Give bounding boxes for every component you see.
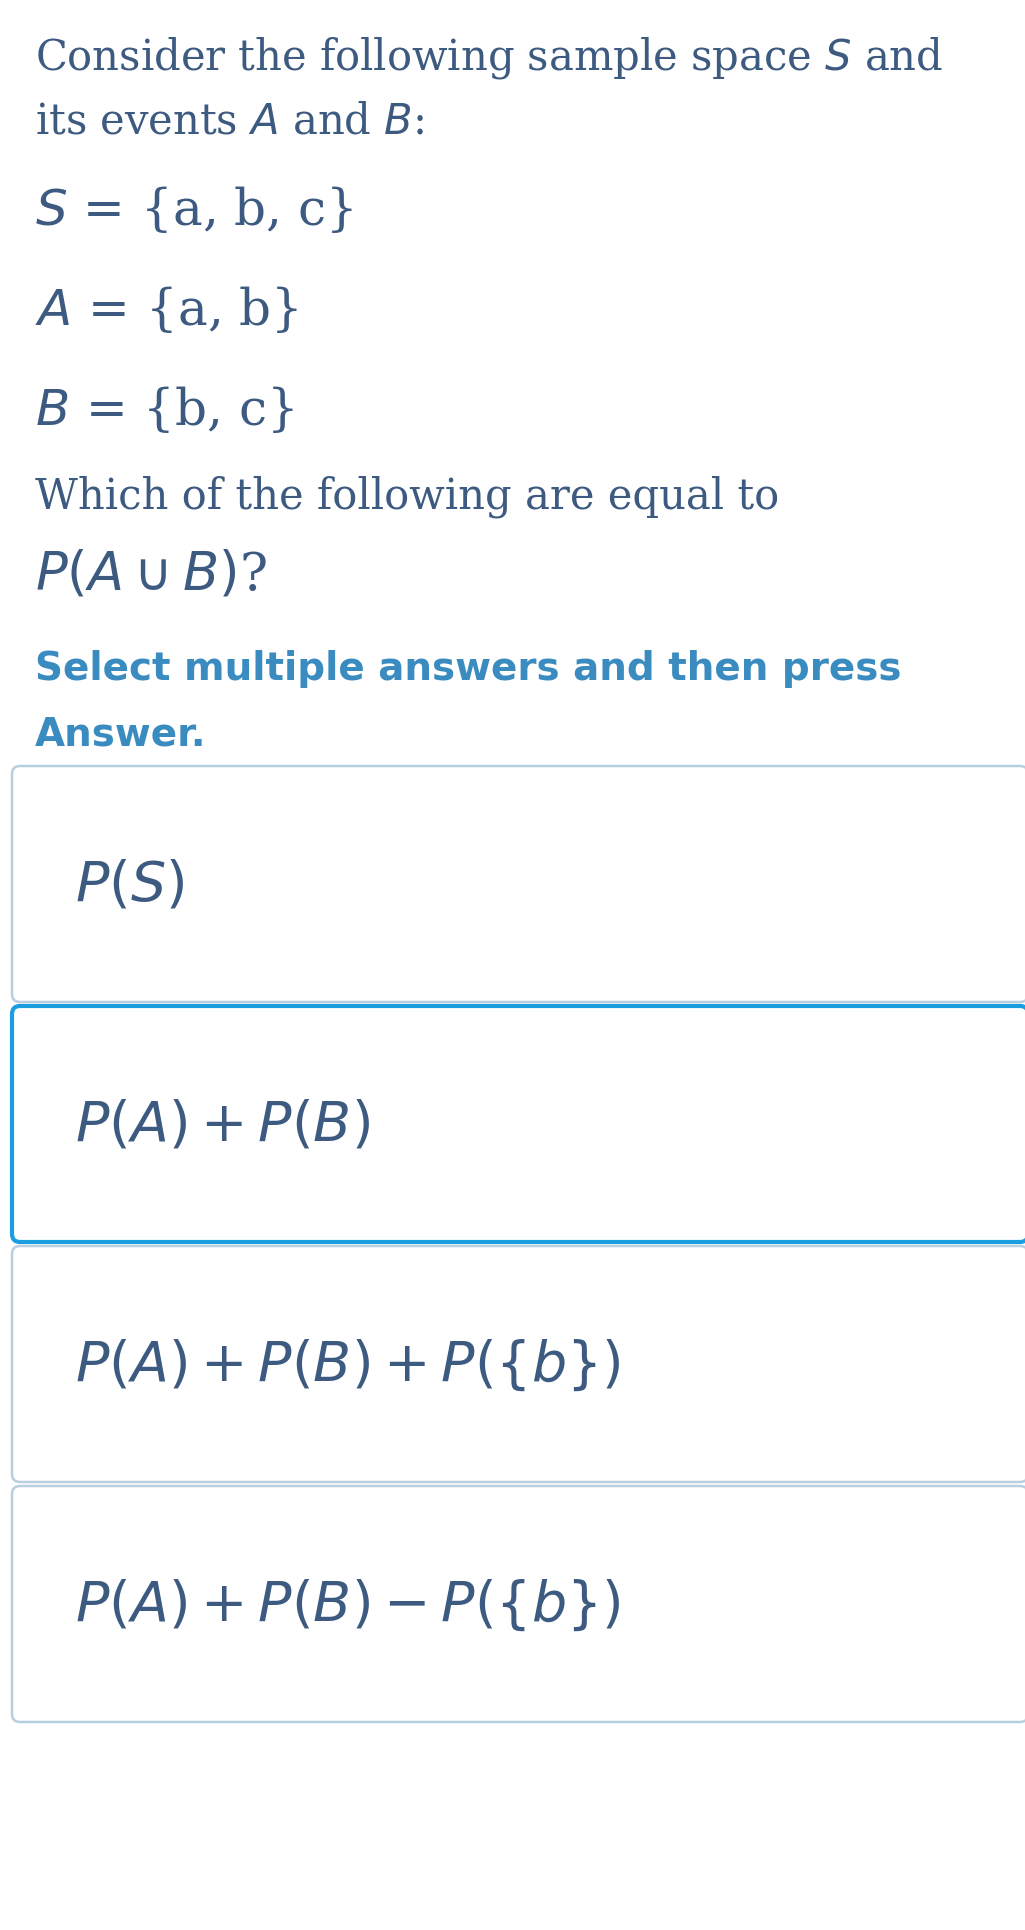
Text: $P(A) + P(B)$: $P(A) + P(B)$ xyxy=(75,1096,370,1152)
Text: its events $\mathit{A}$ and $\mathit{B}$:: its events $\mathit{A}$ and $\mathit{B}$… xyxy=(35,100,424,143)
Text: Which of the following are equal to: Which of the following are equal to xyxy=(35,475,779,517)
Text: $P(S)$: $P(S)$ xyxy=(75,857,184,911)
Text: Select multiple answers and then press: Select multiple answers and then press xyxy=(35,650,902,687)
Text: $P(A \cup B)$?: $P(A \cup B)$? xyxy=(35,550,268,600)
Text: Answer.: Answer. xyxy=(35,714,207,753)
FancyBboxPatch shape xyxy=(12,1247,1025,1482)
Text: $\mathit{B}$ = {b, c}: $\mathit{B}$ = {b, c} xyxy=(35,384,294,436)
FancyBboxPatch shape xyxy=(12,766,1025,1002)
Text: $P(A) + P(B) - P(\{b\})$: $P(A) + P(B) - P(\{b\})$ xyxy=(75,1577,621,1633)
FancyBboxPatch shape xyxy=(12,1486,1025,1722)
Text: $\mathit{S}$ = {a, b, c}: $\mathit{S}$ = {a, b, c} xyxy=(35,185,354,235)
Text: Consider the following sample space $\mathit{S}$ and: Consider the following sample space $\ma… xyxy=(35,35,943,81)
Text: $\mathit{A}$ = {a, b}: $\mathit{A}$ = {a, b} xyxy=(35,286,298,336)
FancyBboxPatch shape xyxy=(12,1006,1025,1243)
Text: $P(A) + P(B) + P(\{b\})$: $P(A) + P(B) + P(\{b\})$ xyxy=(75,1337,621,1392)
